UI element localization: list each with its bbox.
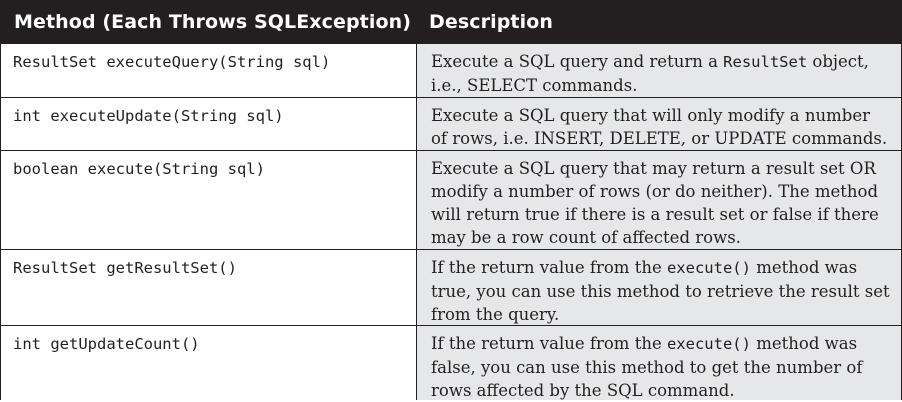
description-cell: Execute a SQL query that may return a re… bbox=[417, 151, 901, 249]
method-column-header: Method (Each Throws SQLException) bbox=[1, 1, 416, 43]
description-cell: Execute a SQL query and return a ResultS… bbox=[417, 44, 901, 97]
description-code: execute() bbox=[666, 335, 751, 353]
description-text: If the return value from the bbox=[431, 258, 667, 277]
description-text: Execute a SQL query and return a bbox=[431, 52, 724, 71]
method-cell: int getUpdateCount() bbox=[1, 326, 416, 400]
description-text: object, i.e., SELECT commands. bbox=[431, 52, 869, 95]
description-text: Execute a SQL query that may return a re… bbox=[431, 159, 879, 247]
method-cell: ResultSet getResultSet() bbox=[1, 250, 416, 325]
description-text: method was true, you can use this method… bbox=[431, 258, 890, 324]
method-cell: ResultSet executeQuery(String sql) bbox=[1, 44, 416, 97]
method-cell: boolean execute(String sql) bbox=[1, 151, 416, 249]
description-cell: If the return value from the execute() m… bbox=[417, 326, 901, 400]
description-text: method was false, you can use this metho… bbox=[431, 334, 863, 400]
description-cell: Execute a SQL query that will only modif… bbox=[417, 98, 901, 150]
description-code: execute() bbox=[666, 259, 751, 277]
description-text: Execute a SQL query that will only modif… bbox=[431, 106, 888, 148]
method-cell: int executeUpdate(String sql) bbox=[1, 98, 416, 150]
description-code: ResultSet bbox=[723, 53, 808, 71]
description-text: If the return value from the bbox=[431, 334, 667, 353]
description-column-header: Description bbox=[417, 1, 901, 43]
description-cell: If the return value from the execute() m… bbox=[417, 250, 901, 325]
